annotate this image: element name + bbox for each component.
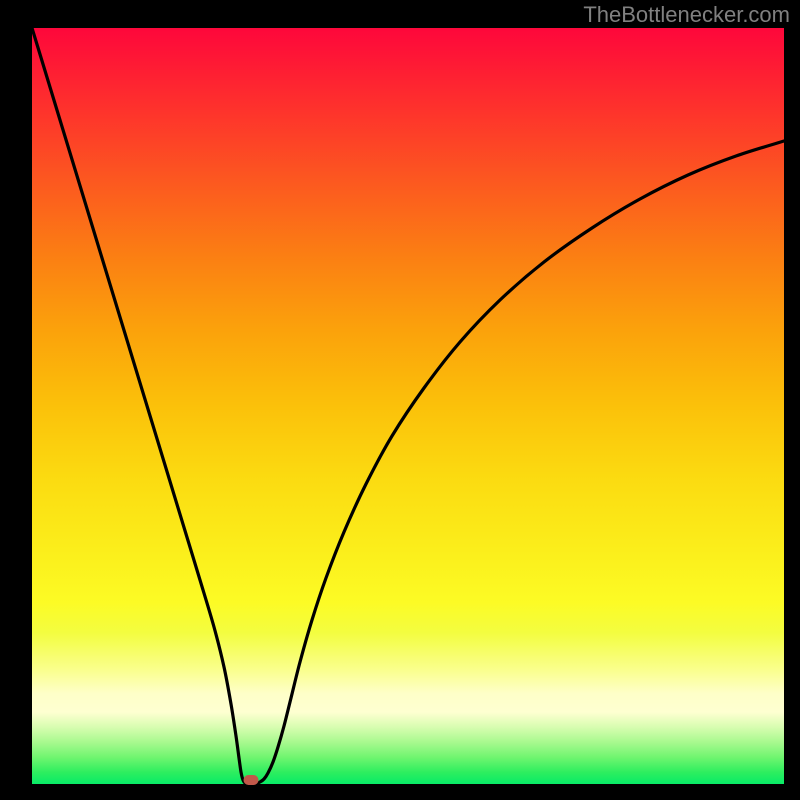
plot-background: [32, 28, 784, 784]
bottleneck-chart: [0, 0, 800, 800]
attribution-label: TheBottlenecker.com: [583, 2, 790, 28]
optimal-marker: [244, 775, 259, 785]
attribution-text: TheBottlenecker.com: [583, 2, 790, 27]
